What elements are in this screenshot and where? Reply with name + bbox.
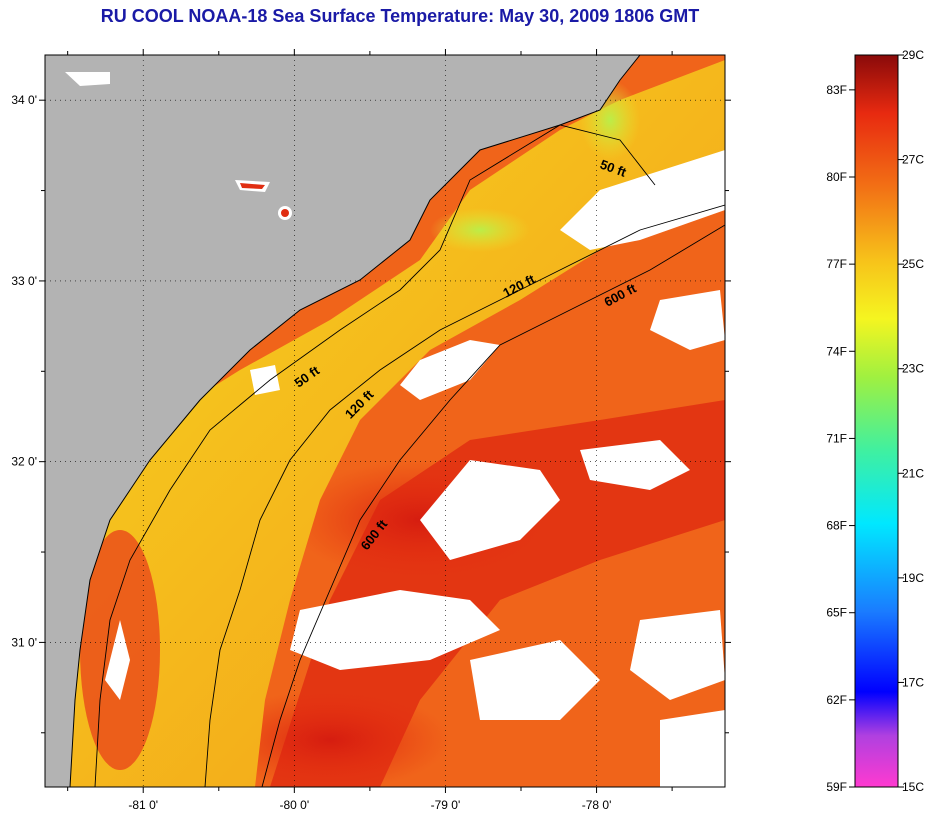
lat-tick-label: 31 0' [11,635,37,649]
inland-lake [240,183,265,189]
map-frame [44,54,726,788]
celsius-tick-label: 19C [902,571,924,585]
celsius-tick-label: 17C [902,675,924,689]
lon-tick-label: -80 0' [280,798,310,812]
celsius-tick-label: 25C [902,257,924,271]
coastline [69,55,641,787]
lon-tick-label: -78 0' [582,798,612,812]
map-gridlines [45,55,725,787]
lat-tick-label: 32 0' [11,455,37,469]
fahrenheit-tick-label: 68F [826,519,847,533]
fahrenheit-tick-label: 65F [826,606,847,620]
map-title: RU COOL NOAA-18 Sea Surface Temperature:… [100,6,700,26]
gulf-stream-warm-band [270,400,725,787]
lat-tick-label: 33 0' [11,274,37,288]
celsius-tick-label: 29C [902,48,924,62]
lat-tick-label: 34 0' [11,93,37,107]
fahrenheit-tick-label: 71F [826,431,847,445]
temperature-colorbar [854,54,899,788]
warm-core [210,690,450,787]
shelf-water [45,60,725,787]
fahrenheit-tick-label: 74F [826,344,847,358]
fahrenheit-tick-label: 62F [826,693,847,707]
land-mass [45,55,640,787]
inland-lake [65,72,110,86]
celsius-tick-label: 27C [902,153,924,167]
inland-lake [281,209,289,217]
celsius-tick-label: 23C [902,362,924,376]
colorbar-ticks: 29C 27C 25C 23C 21C 19C 17C 15C 83F 80F 77F 74F 71F 6… [826,48,924,794]
fahrenheit-tick-label: 80F [826,170,847,184]
contour-50ft [94,124,656,787]
lon-tick-label: -81 0' [128,798,158,812]
contour-120ft [204,204,725,787]
fahrenheit-tick-label: 83F [826,83,847,97]
contour-600ft [261,224,725,787]
celsius-tick-label: 15C [902,780,924,794]
fahrenheit-tick-label: 59F [826,780,847,794]
cloud-cover [105,150,725,787]
cool-water-patch [430,208,530,252]
lon-tick-label: -79 0' [431,798,461,812]
map-axis-ticks: 34 0' 33 0' 32 0' 31 0' -81 0' -80 0' -79 0' -7… [11,49,731,812]
fahrenheit-tick-label: 77F [826,257,847,271]
celsius-tick-label: 21C [902,466,924,480]
